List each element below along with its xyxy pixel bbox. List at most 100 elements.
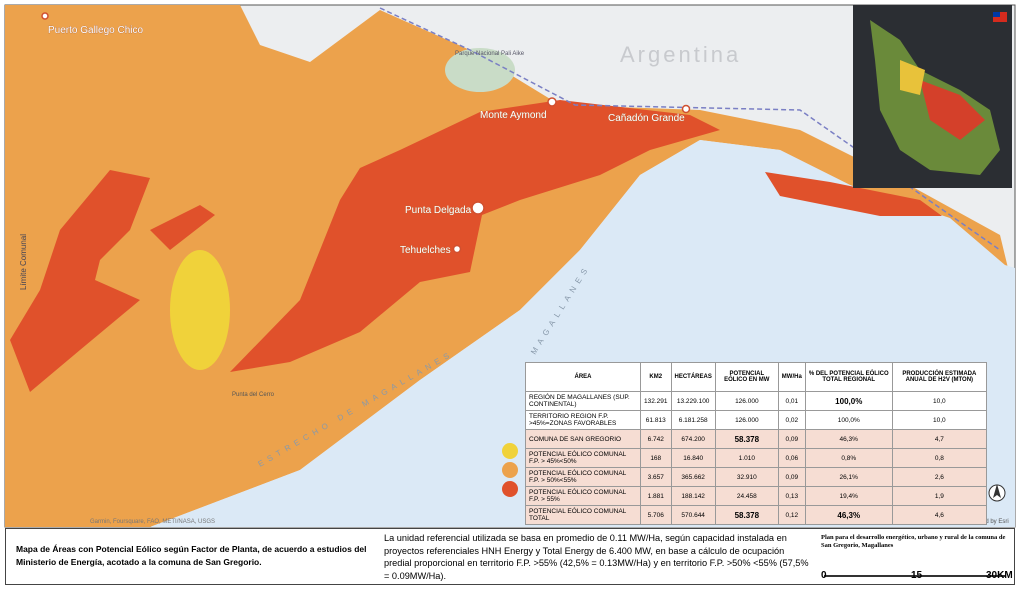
zone-high <box>765 172 942 216</box>
table-cell: 168 <box>640 448 672 468</box>
table-cell: 4,6 <box>891 505 988 525</box>
table-header-row: ÁREA KM2 HECTÁREAS POTENCIAL EÓLICO EN MW MW… <box>525 362 988 392</box>
place-dot <box>41 12 49 20</box>
table-cell: 126.000 <box>714 391 779 411</box>
table-cell: 5.706 <box>640 505 672 525</box>
header-cell: ÁREA <box>525 362 641 392</box>
flag <box>993 12 1000 17</box>
scale-bar <box>824 575 1006 577</box>
zone-high <box>10 170 150 392</box>
table-cell: 24.458 <box>714 486 779 506</box>
zone-high <box>230 100 720 372</box>
table-cell: 0,13 <box>777 486 806 506</box>
table-cell: 0,06 <box>777 448 806 468</box>
place-label: Tehuelches <box>400 245 451 256</box>
plan-title: Plan para el desarrollo energético, urba… <box>821 534 1006 549</box>
table-row: POTENCIAL EÓLICO COMUNAL F.P. > 50%<55% 3… <box>525 467 988 487</box>
table-cell: 365.662 <box>670 467 716 487</box>
table-cell: 16.840 <box>670 448 716 468</box>
table-cell: POTENCIAL EÓLICO COMUNAL F.P. > 55% <box>525 486 641 506</box>
place-dot <box>681 104 691 114</box>
header-cell: POTENCIAL EÓLICO EN MW <box>714 362 779 392</box>
inset-zone <box>920 80 985 140</box>
header-cell: KM2 <box>640 362 672 392</box>
table-cell: TERRITORIO REGION F.P. >45%=ZONAS FAVORA… <box>525 410 641 430</box>
table-cell: 32.910 <box>714 467 779 487</box>
table-cell: 6.742 <box>640 429 672 449</box>
table-row: COMUNA DE SAN GREGORIO 6.742 674.200 58.378… <box>525 429 988 449</box>
country-label: Argentina <box>620 42 741 67</box>
place-dot <box>471 201 485 215</box>
table-cell: POTENCIAL EÓLICO COMUNAL F.P. > 50%<55% <box>525 467 641 487</box>
place-label: Punta Delgada <box>405 205 472 216</box>
table-cell: 58.378 <box>714 429 779 449</box>
north-arrow <box>993 484 1001 498</box>
park-label: Parque Nacional Pali Aike <box>455 51 525 57</box>
table-cell: 0,09 <box>777 429 806 449</box>
place-label: Punta del Cerro <box>232 392 275 398</box>
table-row: POTENCIAL EÓLICO COMUNAL TOTAL 5.706 570.6… <box>525 505 988 525</box>
table-row: TERRITORIO REGION F.P. >45%=ZONAS FAVORA… <box>525 410 988 430</box>
scale-label: 30KM <box>986 570 1013 581</box>
legend-swatch <box>502 443 518 459</box>
table-cell: 1,9 <box>891 486 988 506</box>
table-cell: 188.142 <box>670 486 716 506</box>
table-cell: 674.200 <box>670 429 716 449</box>
table-cell: 3.657 <box>640 467 672 487</box>
table-cell: 100,0% <box>804 410 893 430</box>
table-cell: 6.181.258 <box>670 410 716 430</box>
table-cell: 13.229.100 <box>670 391 716 411</box>
table-row: REGIÓN DE MAGALLANES (SUP. CONTINENTAL) 1… <box>525 391 988 411</box>
header-cell: MW/Ha <box>777 362 806 392</box>
table-cell: 10,0 <box>891 391 988 411</box>
inset-zone <box>900 60 925 95</box>
place-label: Monte Aymond <box>480 110 547 121</box>
table-row: POTENCIAL EÓLICO COMUNAL F.P. > 45%<50% 1… <box>525 448 988 468</box>
table-cell: 46,3% <box>804 505 893 525</box>
table-cell: POTENCIAL EÓLICO COMUNAL F.P. > 45%<50% <box>525 448 641 468</box>
attribution: Garmin, Foursquare, FAO, METI/NASA, USGS <box>90 519 215 525</box>
caption: Mapa de Áreas con Potencial Eólico según… <box>16 544 367 567</box>
table-cell: 0,09 <box>777 467 806 487</box>
table-cell: POTENCIAL EÓLICO COMUNAL TOTAL <box>525 505 641 525</box>
table-cell: 1.010 <box>714 448 779 468</box>
table-cell: 100,0% <box>804 391 893 411</box>
table-cell: 26,1% <box>804 467 893 487</box>
footer: Mapa de Áreas con Potencial Eólico según… <box>5 528 1015 585</box>
park <box>445 48 515 92</box>
scale-label: 15 <box>911 570 923 581</box>
table-cell: 4,7 <box>891 429 988 449</box>
table-cell: 10,0 <box>891 410 988 430</box>
data-table: ÁREA KM2 HECTÁREAS POTENCIAL EÓLICO EN MW MW… <box>525 362 988 525</box>
table-cell: 61.813 <box>640 410 672 430</box>
table-cell: 132.291 <box>640 391 672 411</box>
table-cell: 2,6 <box>891 467 988 487</box>
table-cell: 0,8% <box>804 448 893 468</box>
boundary-label: Límite Comunal <box>19 234 28 290</box>
place-dot <box>547 97 557 107</box>
table-row: POTENCIAL EÓLICO COMUNAL F.P. > 55% 1.881… <box>525 486 988 506</box>
header-cell: PRODUCCIÓN ESTIMADA ANUAL DE H2V (MTON) <box>891 362 988 392</box>
table-cell: 58.378 <box>714 505 779 525</box>
table-cell: 0,8 <box>891 448 988 468</box>
legend-swatch <box>502 481 518 497</box>
table-cell: 0,02 <box>777 410 806 430</box>
table-cell: 1.881 <box>640 486 672 506</box>
description: La unidad referencial utilizada se basa … <box>384 533 809 581</box>
zone-low <box>170 250 230 370</box>
zone-high <box>150 205 215 250</box>
table-cell: 0,12 <box>777 505 806 525</box>
scale-label: 0 <box>821 570 827 581</box>
table-cell: 19,4% <box>804 486 893 506</box>
legend-swatch <box>502 462 518 478</box>
header-cell: % DEL POTENCIAL EÓLICO TOTAL REGIONAL <box>804 362 893 392</box>
table-cell: 46,3% <box>804 429 893 449</box>
header-cell: HECTÁREAS <box>670 362 716 392</box>
land <box>5 5 1008 527</box>
table-cell: REGIÓN DE MAGALLANES (SUP. CONTINENTAL) <box>525 391 641 411</box>
place-dot <box>452 244 462 254</box>
table-cell: 570.644 <box>670 505 716 525</box>
